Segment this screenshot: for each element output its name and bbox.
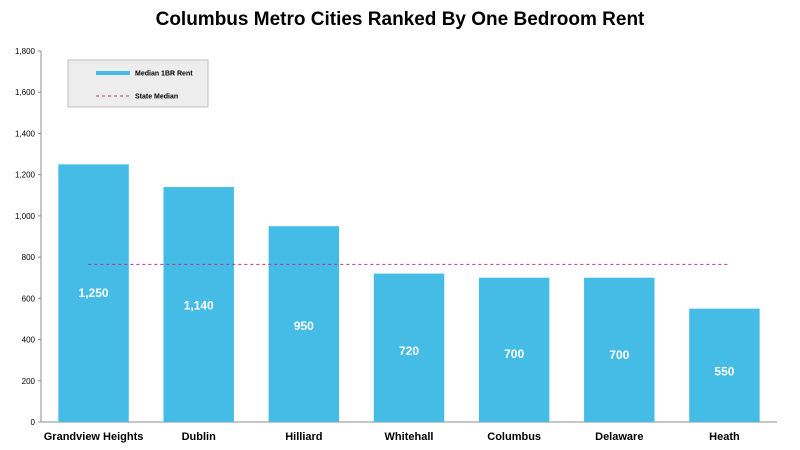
bar-data-label: 720 [399, 344, 419, 358]
y-tick-label: 600 [22, 294, 36, 303]
x-tick-label: Hilliard [285, 431, 322, 443]
legend-label-state-median: State Median [135, 94, 178, 101]
bar [478, 277, 550, 422]
bars-group: 1,250 Grandview Heights 1,140 Dublin 950 Hill… [44, 164, 760, 443]
bar [58, 164, 129, 422]
x-tick-label: Whitehall [385, 431, 434, 443]
x-tick-label: Grandview Heights [44, 431, 144, 443]
y-tick-label: 1,000 [15, 212, 36, 221]
y-tick-label: 400 [22, 336, 36, 345]
bar [689, 308, 760, 422]
x-tick-label: Dublin [182, 431, 216, 443]
bar-data-label: 1,250 [79, 286, 109, 300]
x-tick-label: Columbus [487, 431, 541, 443]
legend-box [67, 59, 209, 108]
y-tick-label: 800 [22, 253, 36, 262]
bar [163, 187, 234, 422]
x-tick-label: Heath [709, 431, 740, 443]
x-tick-label: Delaware [595, 431, 643, 443]
bar [268, 226, 340, 422]
y-tick-label: 0 [31, 418, 36, 427]
y-tick-label: 1,600 [15, 88, 36, 97]
bar [373, 273, 445, 422]
bar [584, 277, 655, 422]
bar-data-label: 700 [504, 347, 524, 361]
chart-title: Columbus Metro Cities Ranked By One Bedr… [156, 9, 645, 30]
y-tick-label: 1,400 [15, 129, 36, 138]
bar-data-label: 700 [609, 348, 629, 362]
legend: Median 1BR Rent State Median [67, 59, 209, 108]
y-tick-label: 1,800 [15, 47, 36, 56]
bar-data-label: 950 [294, 319, 314, 333]
legend-label-median-rent: Median 1BR Rent [135, 71, 193, 78]
bar-data-label: 1,140 [184, 299, 214, 313]
y-tick-label: 1,200 [15, 171, 36, 180]
bar-data-label: 550 [714, 364, 734, 378]
y-tick-label: 200 [22, 377, 36, 386]
